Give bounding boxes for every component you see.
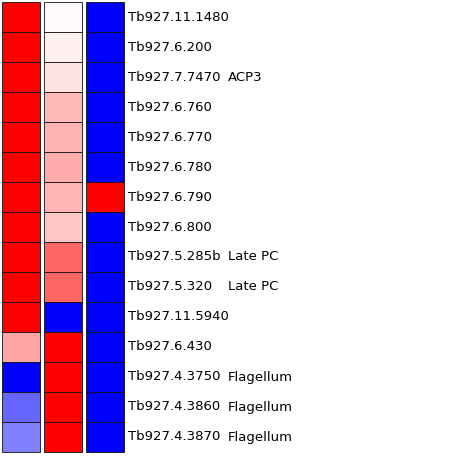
Text: Tb927.11.1480: Tb927.11.1480 <box>128 10 229 24</box>
Text: Late PC: Late PC <box>228 281 278 293</box>
Bar <box>2 62 40 92</box>
Text: Tb927.4.3870: Tb927.4.3870 <box>128 430 220 444</box>
Bar <box>44 62 82 92</box>
Bar <box>86 422 124 452</box>
Bar <box>86 272 124 302</box>
Bar <box>2 182 40 212</box>
Bar <box>44 182 82 212</box>
Text: Tb927.6.800: Tb927.6.800 <box>128 220 212 234</box>
Bar <box>44 272 82 302</box>
Text: Tb927.4.3750: Tb927.4.3750 <box>128 371 220 383</box>
Bar <box>2 302 40 332</box>
Bar <box>86 182 124 212</box>
Bar <box>44 212 82 242</box>
Bar <box>86 122 124 152</box>
Bar <box>44 302 82 332</box>
Bar <box>86 2 124 32</box>
Bar <box>44 362 82 392</box>
Bar <box>2 122 40 152</box>
Bar <box>2 362 40 392</box>
Bar <box>2 242 40 272</box>
Bar <box>86 362 124 392</box>
Bar <box>44 92 82 122</box>
Bar <box>86 392 124 422</box>
Bar <box>44 32 82 62</box>
Bar <box>86 62 124 92</box>
Text: Tb927.4.3860: Tb927.4.3860 <box>128 401 220 413</box>
Bar <box>44 122 82 152</box>
Text: Tb927.6.770: Tb927.6.770 <box>128 130 212 144</box>
Text: Tb927.6.780: Tb927.6.780 <box>128 161 212 173</box>
Bar <box>2 92 40 122</box>
Text: Tb927.5.285b: Tb927.5.285b <box>128 250 220 264</box>
Bar <box>2 2 40 32</box>
Bar <box>2 332 40 362</box>
Bar <box>86 242 124 272</box>
Bar <box>2 392 40 422</box>
Text: Flagellum: Flagellum <box>228 430 293 444</box>
Text: Tb927.7.7470: Tb927.7.7470 <box>128 71 220 83</box>
Bar <box>86 32 124 62</box>
Bar <box>86 332 124 362</box>
Text: Tb927.6.760: Tb927.6.760 <box>128 100 212 113</box>
Text: Flagellum: Flagellum <box>228 371 293 383</box>
Bar <box>86 302 124 332</box>
Bar <box>2 32 40 62</box>
Bar <box>44 152 82 182</box>
Bar <box>2 272 40 302</box>
Text: Tb927.6.790: Tb927.6.790 <box>128 191 212 203</box>
Text: Tb927.6.430: Tb927.6.430 <box>128 340 212 354</box>
Bar <box>86 152 124 182</box>
Bar <box>2 212 40 242</box>
Bar <box>44 242 82 272</box>
Text: Tb927.11.5940: Tb927.11.5940 <box>128 310 229 323</box>
Text: ACP3: ACP3 <box>228 71 263 83</box>
Bar <box>86 212 124 242</box>
Bar <box>44 392 82 422</box>
Text: Tb927.5.320: Tb927.5.320 <box>128 281 212 293</box>
Bar <box>86 92 124 122</box>
Text: Flagellum: Flagellum <box>228 401 293 413</box>
Bar <box>44 422 82 452</box>
Bar <box>44 2 82 32</box>
Bar <box>2 422 40 452</box>
Text: Late PC: Late PC <box>228 250 278 264</box>
Text: Tb927.6.200: Tb927.6.200 <box>128 40 212 54</box>
Bar <box>44 332 82 362</box>
Bar <box>2 152 40 182</box>
